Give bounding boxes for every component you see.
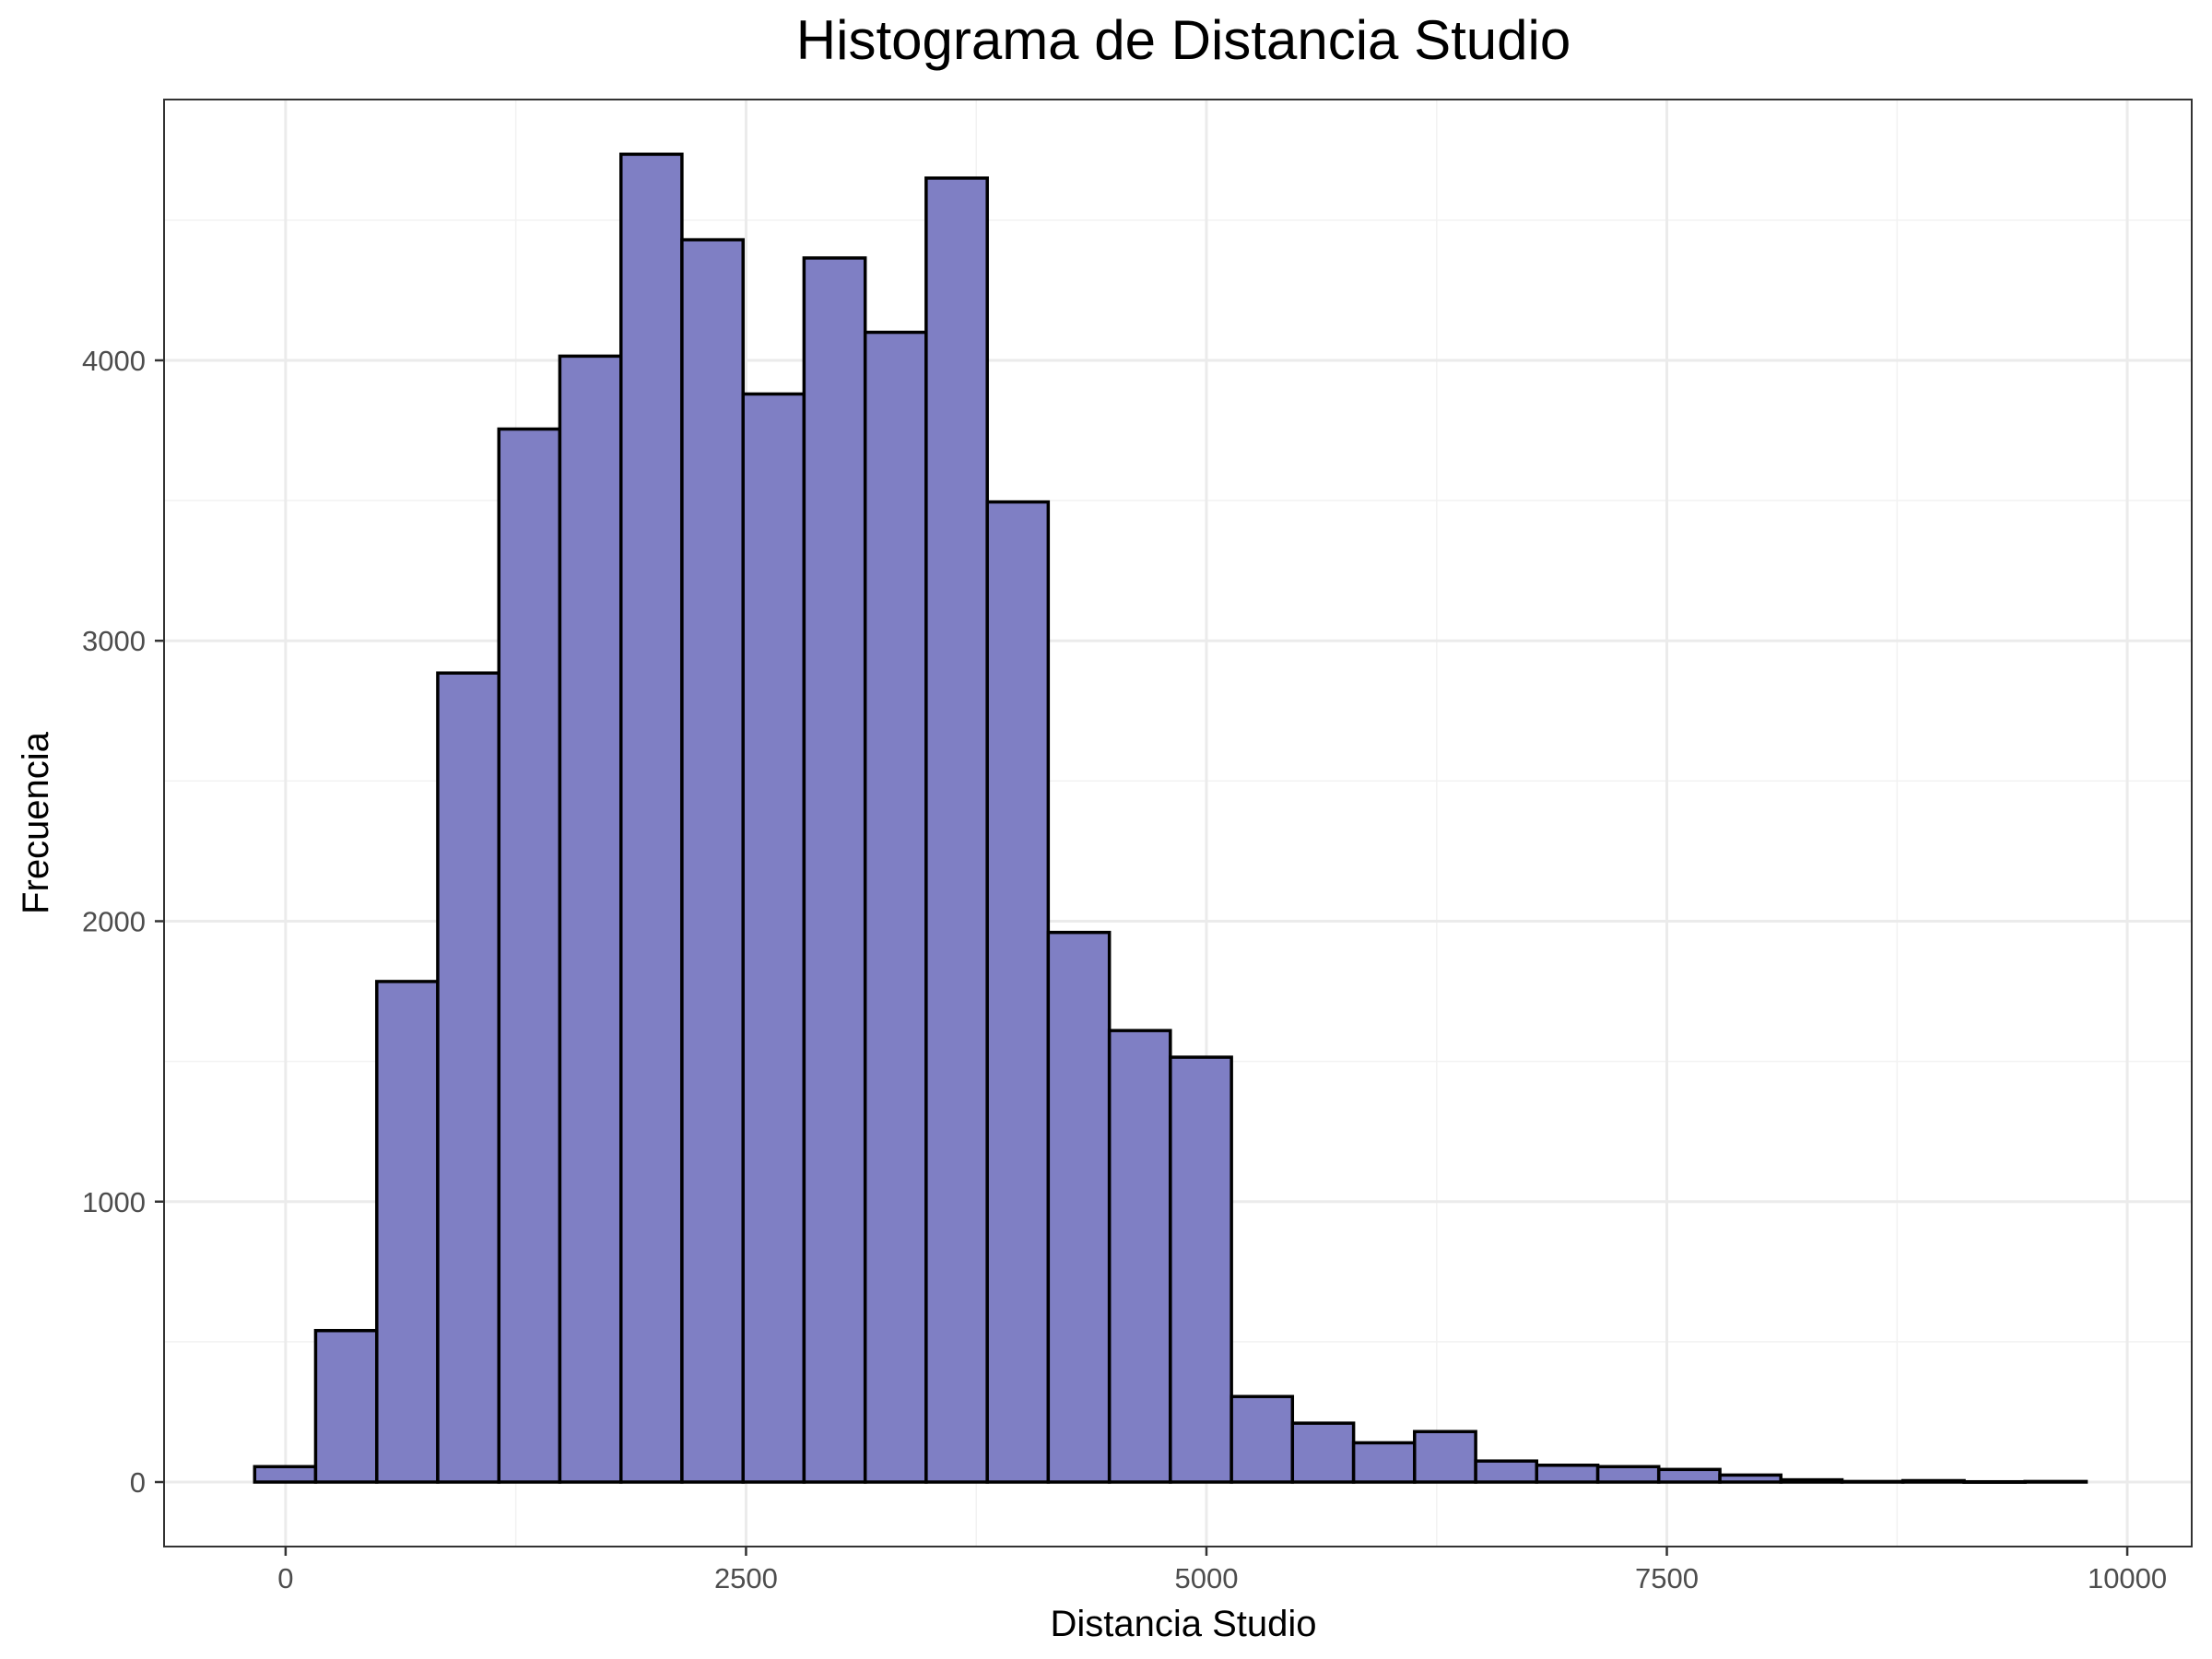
axis-ticks <box>155 359 2129 1556</box>
x-tick-label: 10000 <box>2088 1562 2167 1594</box>
y-tick-label: 2000 <box>82 905 146 937</box>
y-tick-label: 0 <box>130 1466 146 1499</box>
histogram-bar <box>863 330 928 1484</box>
histogram-bar <box>1046 930 1112 1484</box>
histogram-bar <box>1718 1473 1783 1484</box>
histogram-bar <box>618 152 684 1484</box>
histogram-bar <box>1840 1479 1905 1484</box>
histogram-bar <box>1290 1421 1356 1484</box>
x-tick-label: 5000 <box>1174 1562 1238 1594</box>
histogram-bar <box>1413 1430 1477 1484</box>
x-tick-label: 2500 <box>714 1562 778 1594</box>
histogram-bar <box>802 256 867 1484</box>
histogram-bar <box>1351 1441 1417 1484</box>
histogram-bar <box>1595 1465 1661 1484</box>
x-tick-label: 7500 <box>1635 1562 1699 1594</box>
histogram-bar <box>985 500 1051 1484</box>
histogram-bar <box>1169 1055 1233 1484</box>
histogram-bar <box>497 427 562 1484</box>
histogram-bar <box>1107 1029 1172 1484</box>
histogram-bar <box>253 1465 318 1484</box>
histogram-bar <box>1230 1394 1295 1484</box>
histogram-bar <box>436 671 501 1484</box>
y-tick-label: 1000 <box>82 1186 146 1218</box>
histogram-bar <box>1656 1467 1722 1484</box>
chart-title: Histograma de Distancia Studio <box>796 9 1571 71</box>
histogram-bar <box>1474 1459 1538 1484</box>
histogram-bar <box>558 354 623 1484</box>
histogram-bar <box>1779 1477 1844 1484</box>
x-axis-tick-labels: 0 2500 5000 7500 10000 <box>277 1562 2167 1594</box>
histogram-bar <box>1962 1479 2027 1484</box>
histogram-bar <box>313 1328 379 1484</box>
y-tick-label: 4000 <box>82 345 146 377</box>
histogram-bar <box>741 392 806 1484</box>
x-axis-label: Distancia Studio <box>1050 1604 1316 1644</box>
x-tick-label: 0 <box>277 1562 293 1594</box>
histogram-bar <box>1535 1464 1600 1484</box>
histogram-bar <box>924 176 989 1484</box>
plot-panel-border <box>163 99 2193 1547</box>
y-axis-tick-labels: 0 1000 2000 3000 4000 <box>82 345 146 1499</box>
y-tick-label: 3000 <box>82 625 146 657</box>
histogram-bars <box>253 152 2088 1484</box>
histogram-bar <box>680 238 745 1484</box>
y-axis-label: Frecuencia <box>16 731 56 914</box>
histogram-bar <box>375 980 440 1484</box>
histogram-bar <box>1900 1478 1966 1484</box>
histogram-bar <box>2023 1479 2088 1484</box>
